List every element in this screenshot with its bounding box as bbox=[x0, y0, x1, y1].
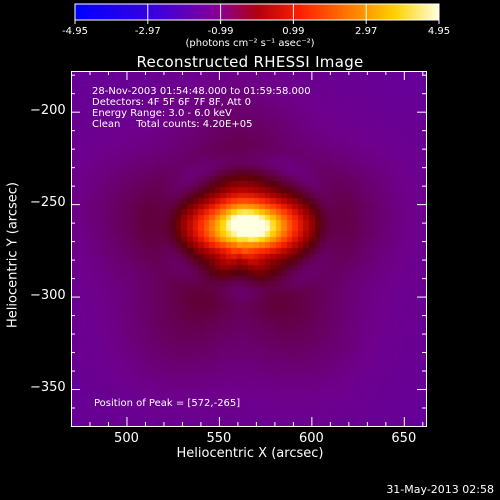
detectors-text: Detectors: 4F 5F 6F 7F 8F, Att 0 bbox=[92, 97, 252, 108]
observation-info: 28-Nov-2003 01:54:48.000 to 01:59:58.000… bbox=[92, 86, 311, 130]
timestamp: 31-May-2013 02:58 bbox=[386, 483, 494, 496]
y-tick-label: −300 bbox=[30, 287, 66, 303]
y-tick-label: −350 bbox=[30, 380, 66, 396]
colorbar-tick-label: 0.99 bbox=[282, 26, 305, 37]
colorbar-tick-label: 4.95 bbox=[427, 26, 451, 37]
x-tick-label: 600 bbox=[298, 431, 324, 446]
heatmap-image bbox=[71, 71, 426, 426]
colorbar bbox=[74, 3, 440, 24]
time-range-text: 28-Nov-2003 01:54:48.000 to 01:59:58.000 bbox=[92, 86, 311, 97]
x-tick-label: 550 bbox=[206, 431, 232, 446]
y-tick-label: −200 bbox=[30, 102, 66, 118]
colorbar-tick-label: -2.97 bbox=[134, 26, 161, 37]
y-tick-label: −250 bbox=[30, 195, 66, 211]
peak-position-text: Position of Peak = [572,-265] bbox=[94, 398, 241, 409]
x-axis-label: Heliocentric X (arcsec) bbox=[176, 446, 324, 461]
colorbar-tick-label: -4.95 bbox=[62, 26, 88, 37]
colorbar-tick-label: -0.99 bbox=[207, 26, 234, 37]
energy-range-text: Energy Range: 3.0 - 6.0 keV bbox=[92, 108, 232, 119]
x-tick-label: 500 bbox=[114, 431, 139, 446]
y-axis-label: Heliocentric Y (arcsec) bbox=[5, 182, 21, 328]
plot-frame bbox=[71, 71, 427, 427]
chart-title: Reconstructed RHESSI Image bbox=[136, 53, 364, 71]
colorbar-unit-label: (photons cm⁻² s⁻¹ asec⁻²) bbox=[185, 38, 315, 49]
x-tick-label: 650 bbox=[391, 431, 417, 446]
colorbar-tick-label: 2.97 bbox=[355, 26, 378, 37]
method-counts-text: Clean Total counts: 4.20E+05 bbox=[92, 119, 253, 130]
